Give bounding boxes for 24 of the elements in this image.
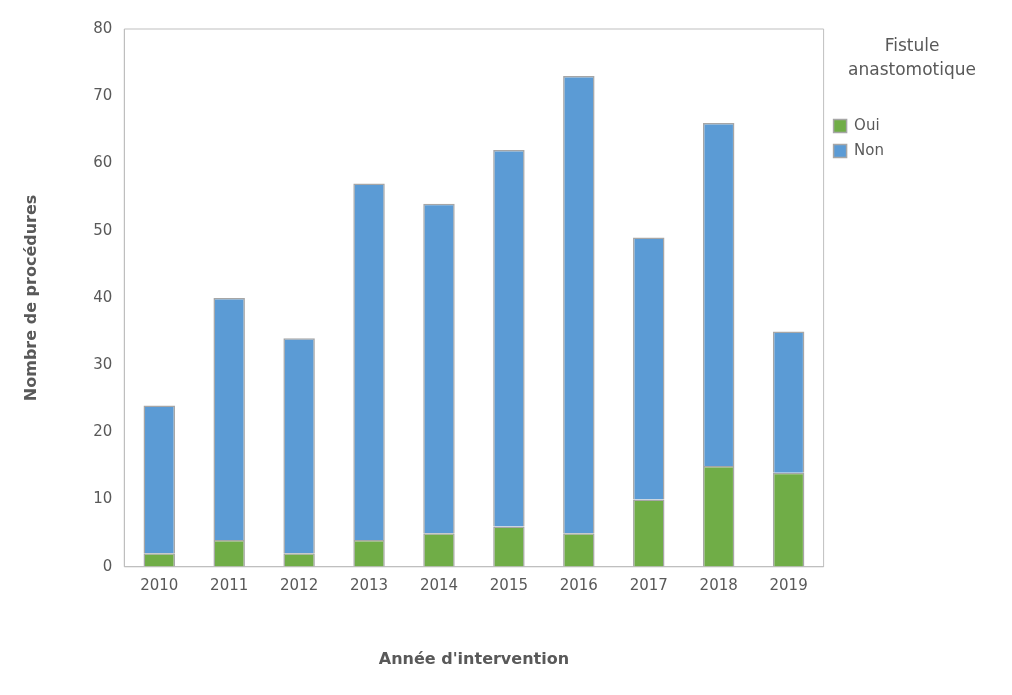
legend-label: Oui xyxy=(854,115,880,134)
x-tick-label: 2012 xyxy=(280,575,319,594)
x-tick-label: 2013 xyxy=(349,575,389,594)
x-tick-label: 2017 xyxy=(629,575,668,594)
y-tick-label: 60 xyxy=(93,153,113,172)
x-tick-label: 2018 xyxy=(699,575,738,594)
x-tick-label: 2016 xyxy=(559,575,598,594)
legend-label: Non xyxy=(854,140,884,159)
y-tick-label: 50 xyxy=(93,220,113,239)
y-tick-label: 10 xyxy=(93,489,113,508)
x-tick-label: 2015 xyxy=(489,575,528,594)
y-tick-label: 80 xyxy=(93,18,113,37)
x-tick-label: 2011 xyxy=(210,575,249,594)
x-axis-title: Année d'intervention xyxy=(378,648,570,668)
x-tick-label: 2010 xyxy=(140,575,179,594)
x-tick-label: 2014 xyxy=(419,575,459,594)
y-tick-label: 40 xyxy=(93,287,113,306)
y-tick-label: 0 xyxy=(102,556,113,575)
legend-title: Fistule anastomotique xyxy=(848,34,976,79)
y-tick-label: 30 xyxy=(93,355,113,374)
y-tick-label: 20 xyxy=(93,422,113,441)
y-tick-label: 70 xyxy=(93,86,113,105)
x-tick-label: 2019 xyxy=(769,575,808,594)
y-axis-title: Nombre de procédures xyxy=(20,194,40,402)
